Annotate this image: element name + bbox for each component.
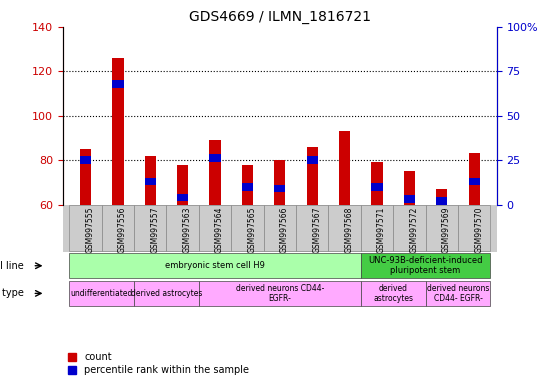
FancyBboxPatch shape	[102, 205, 134, 251]
FancyBboxPatch shape	[134, 205, 167, 251]
Text: cell type: cell type	[0, 288, 23, 298]
FancyBboxPatch shape	[393, 205, 425, 251]
FancyBboxPatch shape	[425, 205, 458, 251]
Bar	[436, 189, 448, 205]
Bar	[436, 197, 448, 205]
Bar	[177, 194, 188, 201]
Bar	[145, 177, 156, 185]
Bar	[177, 165, 188, 205]
Bar	[274, 160, 286, 205]
Text: derived neurons CD44-
EGFR-: derived neurons CD44- EGFR-	[236, 284, 324, 303]
Text: GSM997566: GSM997566	[280, 207, 289, 253]
Bar	[403, 195, 415, 203]
Bar	[468, 177, 480, 185]
Bar	[209, 140, 221, 205]
FancyBboxPatch shape	[264, 205, 296, 251]
Text: GSM997568: GSM997568	[345, 207, 354, 253]
Text: GSM997564: GSM997564	[215, 207, 224, 253]
FancyBboxPatch shape	[69, 205, 102, 251]
Bar	[209, 154, 221, 162]
Text: GSM997565: GSM997565	[247, 207, 257, 253]
Text: UNC-93B-deficient-induced
pluripotent stem: UNC-93B-deficient-induced pluripotent st…	[369, 256, 483, 275]
Text: GSM997567: GSM997567	[312, 207, 321, 253]
Bar	[112, 58, 123, 205]
Legend: count, percentile rank within the sample: count, percentile rank within the sample	[68, 353, 249, 375]
Text: GSM997556: GSM997556	[118, 207, 127, 253]
Bar	[468, 154, 480, 205]
Text: derived neurons
CD44- EGFR-: derived neurons CD44- EGFR-	[427, 284, 489, 303]
Text: embryonic stem cell H9: embryonic stem cell H9	[165, 261, 265, 270]
Text: GSM997569: GSM997569	[442, 207, 451, 253]
Text: GSM997571: GSM997571	[377, 207, 386, 253]
Bar	[371, 183, 383, 191]
FancyBboxPatch shape	[199, 281, 361, 306]
Bar	[274, 185, 286, 192]
Bar	[306, 156, 318, 164]
Text: GSM997557: GSM997557	[150, 207, 159, 253]
FancyBboxPatch shape	[296, 205, 328, 251]
Bar	[403, 171, 415, 205]
Title: GDS4669 / ILMN_1816721: GDS4669 / ILMN_1816721	[189, 10, 371, 25]
Text: GSM997563: GSM997563	[183, 207, 192, 253]
FancyBboxPatch shape	[199, 205, 232, 251]
FancyBboxPatch shape	[328, 205, 361, 251]
FancyBboxPatch shape	[134, 281, 199, 306]
Text: GSM997555: GSM997555	[86, 207, 94, 253]
Bar	[242, 183, 253, 191]
FancyBboxPatch shape	[458, 205, 490, 251]
Bar	[80, 156, 91, 164]
Bar	[112, 80, 123, 88]
FancyBboxPatch shape	[232, 205, 264, 251]
Bar	[63, 205, 497, 252]
FancyBboxPatch shape	[361, 205, 393, 251]
Text: derived astrocytes: derived astrocytes	[130, 289, 202, 298]
Bar	[371, 162, 383, 205]
Text: undifferentiated: undifferentiated	[70, 289, 133, 298]
Bar	[306, 147, 318, 205]
Text: derived
astrocytes: derived astrocytes	[373, 284, 413, 303]
Text: GSM997572: GSM997572	[410, 207, 418, 253]
Text: GSM997570: GSM997570	[474, 207, 483, 253]
Text: cell line: cell line	[0, 261, 23, 271]
FancyBboxPatch shape	[361, 253, 490, 278]
FancyBboxPatch shape	[69, 281, 134, 306]
Bar	[145, 156, 156, 205]
FancyBboxPatch shape	[69, 253, 361, 278]
FancyBboxPatch shape	[425, 281, 490, 306]
FancyBboxPatch shape	[361, 281, 425, 306]
Bar	[242, 165, 253, 205]
Bar	[80, 149, 91, 205]
Bar	[339, 131, 351, 205]
FancyBboxPatch shape	[167, 205, 199, 251]
